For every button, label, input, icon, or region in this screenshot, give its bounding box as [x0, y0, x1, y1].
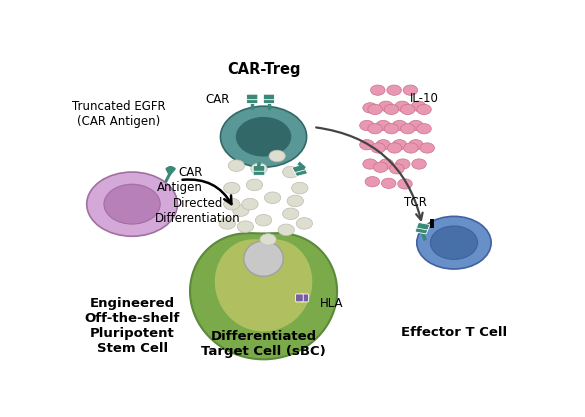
- Circle shape: [104, 184, 160, 224]
- Circle shape: [370, 85, 385, 95]
- Circle shape: [431, 226, 477, 259]
- Circle shape: [292, 182, 308, 194]
- Text: CAR
Antigen: CAR Antigen: [156, 166, 202, 194]
- Circle shape: [368, 104, 383, 115]
- FancyBboxPatch shape: [415, 226, 428, 234]
- Circle shape: [379, 159, 394, 169]
- Text: IL-10: IL-10: [410, 92, 439, 105]
- Circle shape: [417, 123, 431, 134]
- FancyBboxPatch shape: [263, 98, 274, 103]
- Circle shape: [246, 179, 263, 191]
- Circle shape: [365, 176, 380, 187]
- Circle shape: [363, 159, 377, 169]
- Circle shape: [393, 121, 407, 131]
- Text: Differentiated
Target Cell (sBC): Differentiated Target Cell (sBC): [201, 330, 326, 358]
- Circle shape: [408, 121, 423, 131]
- Circle shape: [167, 166, 175, 172]
- Text: Effector T Cell: Effector T Cell: [401, 326, 507, 339]
- Circle shape: [378, 101, 393, 111]
- Circle shape: [219, 218, 235, 229]
- FancyBboxPatch shape: [263, 94, 274, 100]
- Circle shape: [408, 140, 423, 150]
- Circle shape: [233, 205, 249, 216]
- Circle shape: [269, 150, 285, 162]
- Circle shape: [223, 182, 240, 194]
- Circle shape: [376, 121, 391, 131]
- Circle shape: [256, 214, 271, 226]
- FancyBboxPatch shape: [295, 294, 303, 302]
- Text: HLA: HLA: [320, 297, 344, 310]
- Circle shape: [363, 103, 377, 113]
- Circle shape: [393, 140, 407, 150]
- Circle shape: [384, 104, 398, 115]
- Circle shape: [401, 123, 415, 134]
- Circle shape: [420, 143, 435, 153]
- Circle shape: [242, 198, 258, 210]
- Circle shape: [387, 143, 402, 153]
- Circle shape: [87, 172, 177, 236]
- FancyBboxPatch shape: [247, 98, 258, 103]
- Circle shape: [251, 163, 267, 175]
- Polygon shape: [215, 239, 312, 332]
- FancyBboxPatch shape: [253, 166, 265, 171]
- Text: CAR-Treg: CAR-Treg: [227, 62, 300, 77]
- Polygon shape: [190, 233, 337, 359]
- FancyBboxPatch shape: [294, 168, 307, 176]
- Circle shape: [371, 143, 386, 153]
- Circle shape: [417, 104, 431, 115]
- Circle shape: [238, 221, 253, 232]
- Circle shape: [412, 159, 426, 169]
- Circle shape: [283, 208, 299, 220]
- FancyBboxPatch shape: [253, 170, 265, 175]
- Ellipse shape: [244, 241, 283, 276]
- Circle shape: [387, 85, 401, 95]
- Circle shape: [368, 123, 383, 134]
- Circle shape: [403, 85, 418, 95]
- FancyBboxPatch shape: [292, 165, 305, 172]
- Circle shape: [264, 192, 281, 203]
- Text: TCR: TCR: [404, 196, 427, 209]
- Circle shape: [395, 101, 409, 111]
- Circle shape: [404, 143, 418, 153]
- Circle shape: [395, 159, 410, 169]
- Circle shape: [287, 195, 304, 207]
- Circle shape: [390, 164, 404, 174]
- Circle shape: [384, 123, 398, 134]
- Circle shape: [221, 106, 307, 167]
- FancyBboxPatch shape: [417, 223, 429, 230]
- Circle shape: [228, 160, 245, 171]
- Circle shape: [223, 198, 240, 210]
- Circle shape: [360, 140, 374, 150]
- Text: Engineered
Off-the-shelf
Pluripotent
Stem Cell: Engineered Off-the-shelf Pluripotent Ste…: [84, 297, 180, 355]
- FancyBboxPatch shape: [247, 94, 258, 100]
- Circle shape: [278, 224, 294, 236]
- Circle shape: [398, 179, 412, 189]
- Circle shape: [373, 162, 388, 172]
- Text: Directed
Differentiation: Directed Differentiation: [155, 196, 240, 225]
- Text: CAR: CAR: [205, 93, 229, 106]
- Circle shape: [296, 218, 312, 229]
- Circle shape: [411, 101, 426, 111]
- Circle shape: [401, 104, 415, 115]
- Circle shape: [360, 121, 374, 131]
- Text: Truncated EGFR
(CAR Antigen): Truncated EGFR (CAR Antigen): [71, 100, 166, 128]
- Circle shape: [236, 118, 291, 156]
- FancyBboxPatch shape: [301, 294, 309, 302]
- Circle shape: [260, 234, 276, 245]
- Circle shape: [417, 216, 491, 269]
- Circle shape: [376, 140, 391, 150]
- Circle shape: [381, 178, 396, 188]
- Circle shape: [283, 166, 299, 178]
